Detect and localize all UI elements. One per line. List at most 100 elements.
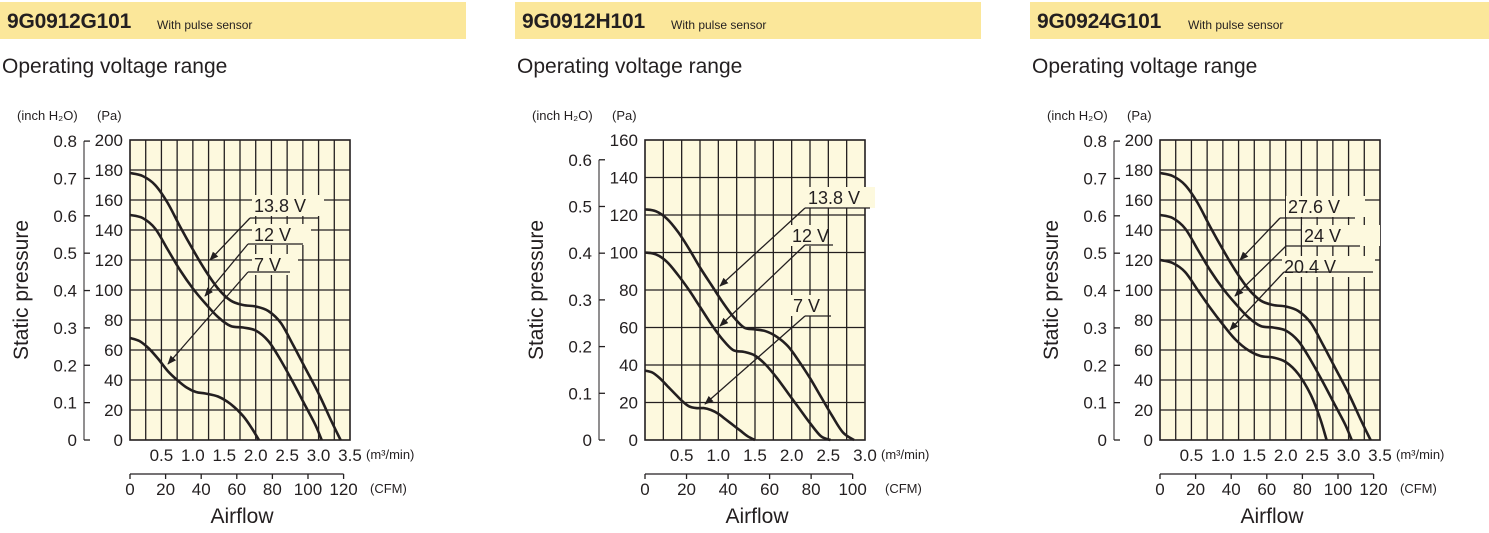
- x-tick-label-m3min: 1.0: [181, 446, 205, 465]
- y-tick-label-pa: 0: [1144, 431, 1153, 450]
- y-tick-label-inch: 0.3: [568, 291, 592, 310]
- chart-title: Operating voltage range: [1032, 55, 1258, 78]
- series-line: [129, 171, 342, 441]
- y-tick-label-pa: 160: [95, 191, 123, 210]
- y-unit-inch: (inch H₂O): [17, 108, 78, 123]
- model-header: 9G0924G101 With pulse sensor: [1030, 2, 1489, 39]
- model-note: With pulse sensor: [157, 18, 253, 32]
- annotation-bg: [806, 187, 875, 208]
- y-tick-label-inch: 0: [1098, 431, 1107, 450]
- y-tick-label-pa: 200: [1125, 131, 1153, 150]
- x-tick-label-cfm: 80: [1293, 480, 1312, 499]
- y-tick-label-pa: 160: [610, 131, 638, 150]
- series-line: [1159, 258, 1328, 441]
- x-tick-label-m3min: 3.5: [338, 446, 362, 465]
- annotation-label: 12 V: [792, 226, 829, 246]
- y-tick-label-pa: 120: [1125, 251, 1153, 270]
- series-line: [644, 251, 831, 442]
- annotation-bg: [252, 254, 298, 275]
- x-tick-label-cfm: 20: [1186, 480, 1205, 499]
- x-tick-label-m3min: 2.0: [1274, 446, 1298, 465]
- y-tick-label-pa: 180: [95, 161, 123, 180]
- y-tick-label-inch: 0.3: [53, 319, 77, 338]
- chart-panel-9G0924G101: 9G0924G101 With pulse sensor Operating v…: [1030, 0, 1489, 533]
- x-tick-label-cfm: 40: [192, 480, 211, 499]
- y-tick-label-pa: 20: [1134, 401, 1153, 420]
- model-header: 9G0912H101 With pulse sensor: [515, 2, 981, 39]
- annotation-bg: [1302, 225, 1380, 246]
- y-tick-label-inch: 0.8: [53, 132, 77, 151]
- x-tick-label-cfm: 0: [125, 480, 134, 499]
- y-tick-label-pa: 60: [104, 341, 123, 360]
- chart-panel-9G0912G101: 9G0912G101 With pulse sensor Operating v…: [0, 0, 468, 533]
- x-unit-m3min: (m³/min): [366, 447, 414, 462]
- y-tick-label-inch: 0.7: [53, 169, 77, 188]
- x-tick-label-m3min: 1.5: [212, 446, 236, 465]
- y-tick-label-inch: 0.7: [1083, 169, 1107, 188]
- x-tick-label-m3min: 0.5: [1180, 446, 1204, 465]
- x-tick-label-cfm: 80: [263, 480, 282, 499]
- y-tick-label-inch: 0.5: [53, 244, 77, 263]
- annotation-bg: [791, 295, 821, 316]
- model-name: 9G0912H101: [522, 10, 645, 33]
- y-tick-label-pa: 60: [1134, 341, 1153, 360]
- y-tick-label-inch: 0.4: [568, 244, 592, 263]
- y-axis-label: Static pressure: [1040, 220, 1063, 360]
- x-tick-label-m3min: 2.5: [817, 446, 841, 465]
- x-tick-label-cfm: 120: [329, 480, 357, 499]
- pressure-airflow-chart: 0 20 40 60 80 100 120 140 160 0 0.1 0.2 0.3 0.4 0.5 0.6…: [525, 108, 929, 528]
- y-tick-label-pa: 80: [104, 311, 123, 330]
- y-tick-label-inch: 0: [583, 431, 592, 450]
- y-tick-label-inch: 0.1: [568, 384, 592, 403]
- annotation-arrow: [1229, 271, 1285, 331]
- y-tick-label-inch: 0.4: [53, 282, 77, 301]
- x-tick-label-m3min: 3.0: [307, 446, 331, 465]
- y-tick-label-inch: 0.5: [568, 197, 592, 216]
- y-unit-inch: (inch H₂O): [532, 108, 593, 123]
- y-axis-label: Static pressure: [10, 220, 33, 360]
- annotation-bg: [252, 195, 324, 216]
- x-axis-label: Airflow: [1240, 505, 1304, 528]
- x-tick-label-m3min: 3.5: [1368, 446, 1392, 465]
- annotation-arrow: [209, 217, 251, 261]
- model-header: 9G0912G101 With pulse sensor: [0, 2, 466, 39]
- annotation-label: 27.6 V: [1288, 197, 1340, 217]
- series-line: [644, 208, 855, 442]
- x-tick-label-cfm: 20: [156, 480, 175, 499]
- x-tick-label-cfm: 0: [640, 480, 649, 499]
- x-tick-label-m3min: 2.5: [275, 446, 299, 465]
- x-unit-m3min: (m³/min): [881, 447, 929, 462]
- annotation-arrow: [204, 243, 249, 297]
- y-tick-label-pa: 140: [1125, 221, 1153, 240]
- x-tick-label-cfm: 60: [1257, 480, 1276, 499]
- series-line: [644, 369, 756, 442]
- x-unit-m3min: (m³/min): [1396, 447, 1444, 462]
- y-tick-label-inch: 0.3: [1083, 319, 1107, 338]
- annotation-label: 7 V: [254, 255, 281, 275]
- y-tick-label-inch: 0.2: [568, 338, 592, 357]
- y-tick-label-inch: 0.6: [53, 207, 77, 226]
- plot-frame: [1159, 139, 1381, 441]
- plot-frame: [129, 139, 351, 441]
- annotation-arrow: [719, 207, 806, 287]
- y-tick-label-inch: 0: [68, 431, 77, 450]
- y-tick-label-pa: 20: [104, 401, 123, 420]
- series-line: [129, 213, 323, 441]
- series-line: [1159, 213, 1353, 441]
- y-tick-label-pa: 80: [1134, 311, 1153, 330]
- y-tick-label-pa: 120: [610, 206, 638, 225]
- y-tick-label-pa: 180: [1125, 161, 1153, 180]
- annotation-label: 13.8 V: [254, 196, 306, 216]
- x-tick-label-cfm: 0: [1155, 480, 1164, 499]
- y-tick-label-inch: 0.6: [1083, 207, 1107, 226]
- y-tick-label-inch: 0.1: [1083, 394, 1107, 413]
- x-unit-cfm: (CFM): [885, 481, 922, 496]
- annotation-label: 12 V: [254, 225, 291, 245]
- y-tick-label-pa: 140: [95, 221, 123, 240]
- x-tick-label-m3min: 0.5: [150, 446, 174, 465]
- y-unit-inch: (inch H₂O): [1047, 108, 1108, 123]
- y-unit-pa: (Pa): [612, 108, 637, 123]
- annotation-arrow: [719, 244, 806, 327]
- model-name: 9G0924G101: [1037, 10, 1162, 33]
- model-note: With pulse sensor: [671, 18, 767, 32]
